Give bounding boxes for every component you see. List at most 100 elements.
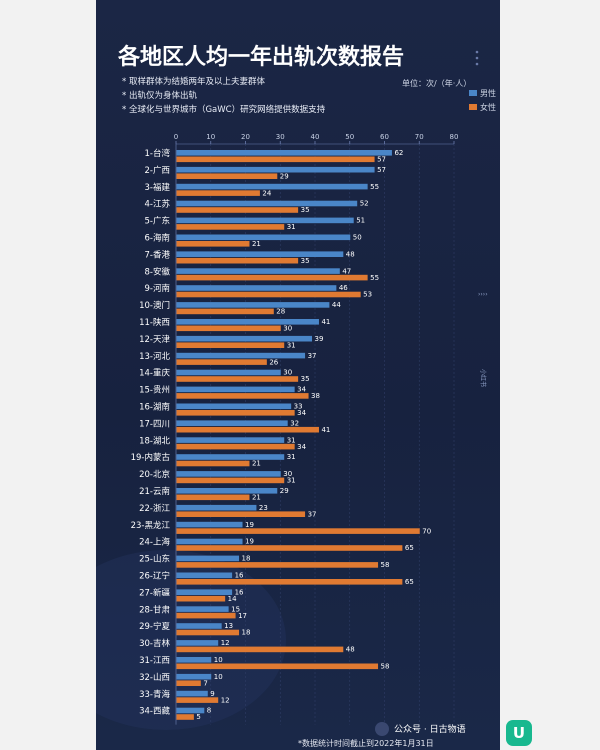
bar-male	[176, 166, 375, 173]
data-label: 58	[381, 663, 390, 671]
bar-male	[176, 673, 212, 680]
data-label: 21	[252, 460, 261, 468]
bar-male	[176, 234, 351, 241]
bar-female	[176, 511, 306, 517]
data-label: 55	[370, 183, 379, 191]
bar-male	[176, 589, 233, 595]
bar-male	[176, 504, 257, 511]
data-label: 62	[394, 149, 403, 157]
category-label: 15-贵州	[139, 385, 170, 396]
chart-title: 各地区人均一年出轨次数报告	[117, 44, 404, 70]
category-label: 25-山东	[139, 554, 170, 565]
data-label: 5	[196, 713, 200, 721]
bar-female	[176, 562, 379, 568]
data-label: 13	[224, 622, 233, 630]
bar-male	[176, 217, 354, 224]
data-label: 48	[346, 250, 355, 258]
legend-label-male: 男性	[480, 88, 496, 98]
category-label: 23-黑龙江	[131, 520, 171, 531]
background-glow	[96, 550, 286, 730]
data-label: 31	[287, 223, 296, 231]
data-label: 18	[242, 629, 251, 637]
data-label: 48	[346, 646, 355, 654]
data-label: 19	[245, 521, 254, 529]
legend-swatch-male	[469, 90, 477, 96]
category-label: 9-河南	[145, 283, 170, 294]
bar-female	[176, 595, 226, 602]
category-label: 12-天津	[139, 334, 170, 345]
legend-swatch-female	[469, 104, 477, 110]
data-label: 29	[280, 172, 289, 180]
bar-female	[176, 426, 319, 433]
bar-female	[176, 460, 250, 467]
category-label: 32-山西	[139, 672, 170, 683]
data-label: 17	[238, 612, 247, 620]
bar-female	[176, 697, 219, 703]
bar-male	[176, 488, 278, 494]
data-label: 33	[294, 403, 303, 411]
x-axis: 0 10 20 30 40 50 60 70 80	[174, 133, 458, 725]
category-label: 4-江苏	[145, 199, 171, 210]
category-label: 24-上海	[139, 537, 170, 548]
data-label: 47	[342, 267, 351, 275]
data-label: 70	[422, 527, 431, 535]
data-label: 10	[214, 656, 223, 664]
category-label: 31-江西	[139, 656, 170, 666]
category-label: 1-台湾	[145, 148, 171, 159]
bar-male	[176, 538, 243, 545]
data-label: 50	[353, 234, 362, 242]
data-label: 12	[221, 696, 230, 704]
data-label: 7	[203, 679, 207, 687]
menu-dot-icon	[475, 50, 479, 54]
category-label: 26-辽宁	[139, 571, 170, 582]
data-label: 31	[287, 477, 296, 485]
x-tick-label: 10	[206, 133, 215, 141]
x-tick-label: 30	[276, 133, 285, 141]
unit-label: 单位：次/（年·人）	[402, 78, 471, 88]
bar-female	[176, 376, 299, 382]
data-label: 16	[235, 572, 244, 580]
side-chevrons-icon: ››››	[478, 291, 488, 298]
data-label: 38	[311, 392, 320, 400]
bar-male	[176, 302, 330, 308]
data-label: 26	[269, 358, 278, 366]
category-label: 16-湖南	[139, 402, 170, 413]
category-label: 28-甘肃	[139, 604, 170, 615]
data-label: 58	[381, 561, 390, 569]
bar-male	[176, 268, 340, 274]
data-label: 8	[207, 707, 211, 715]
category-label: 19-内蒙古	[131, 452, 171, 463]
bar-male	[176, 657, 212, 663]
bar-male	[176, 471, 281, 477]
bar-male	[176, 640, 219, 646]
data-label: 37	[308, 352, 317, 360]
data-label: 52	[360, 200, 369, 208]
data-label: 57	[377, 166, 386, 174]
bar-male	[176, 555, 240, 562]
x-tick-label: 60	[380, 133, 389, 141]
data-label: 18	[242, 555, 251, 563]
x-tick-label: 50	[345, 133, 354, 141]
data-label: 35	[301, 375, 310, 383]
bar-female	[176, 291, 361, 298]
bar-male	[176, 572, 233, 579]
bar-female	[176, 714, 194, 720]
data-label: 55	[370, 274, 379, 282]
data-label: 46	[339, 284, 348, 292]
bar-female	[176, 528, 420, 534]
data-label: 9	[210, 690, 214, 698]
data-label: 12	[221, 639, 230, 647]
data-label: 19	[245, 538, 254, 546]
bar-male	[176, 319, 319, 325]
bar-female	[176, 224, 285, 230]
data-label: 34	[297, 386, 306, 394]
data-label: 65	[405, 544, 414, 552]
bar-female	[176, 410, 295, 416]
data-label: 65	[405, 578, 414, 586]
bar-female	[176, 241, 250, 247]
data-label: 39	[315, 335, 324, 343]
data-label: 23	[259, 504, 268, 512]
bar-female	[176, 342, 285, 348]
bar-female	[176, 663, 379, 670]
side-label: 小红书	[479, 369, 487, 387]
